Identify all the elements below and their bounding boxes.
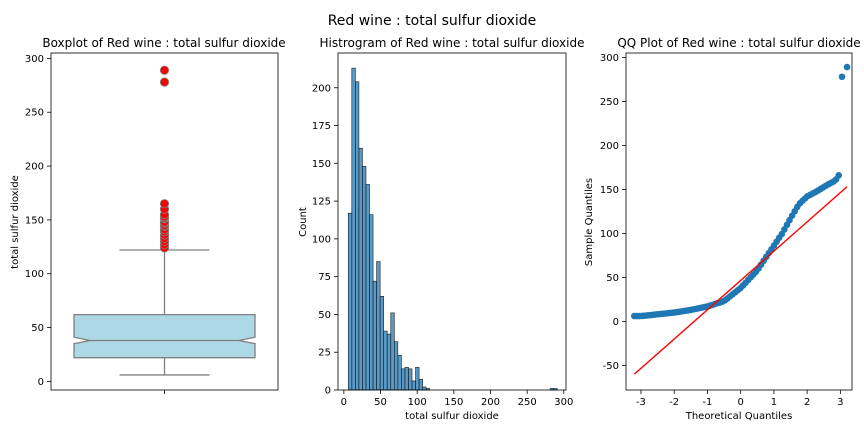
qq-xtick-label: -2 — [669, 397, 679, 408]
histogram-bar — [408, 368, 413, 391]
histogram-bar — [418, 379, 423, 391]
histogram-bar — [401, 368, 406, 391]
boxplot-ytick-label: 150 — [25, 215, 44, 226]
histogram-bar — [358, 147, 363, 391]
qq-xlabel: Theoretical Quantiles — [685, 411, 793, 422]
boxplot-ytick-label: 200 — [25, 162, 44, 173]
qq-ytick-label: 300 — [600, 53, 619, 64]
boxplot-ytick-label: 0 — [38, 377, 44, 388]
qq-panel: QQ Plot of Red wine : total sulfur dioxi… — [584, 36, 861, 422]
qq-ytick-label: 50 — [606, 273, 619, 284]
histogram-ytick-label: 75 — [318, 272, 331, 283]
histogram-bar — [411, 380, 416, 391]
qq-xtick-label: -3 — [636, 397, 646, 408]
histogram-bar — [404, 367, 409, 391]
boxplot-ytick-label: 250 — [25, 108, 44, 119]
histogram-ytick-label: 50 — [318, 310, 331, 321]
histogram-xtick-label: 50 — [374, 397, 387, 408]
qq-xtick-label: 2 — [804, 397, 810, 408]
qq-xtick-label: 3 — [837, 397, 843, 408]
histogram-bar — [362, 166, 367, 391]
qq-reference-line — [633, 186, 848, 375]
histogram-title: Histrogram of Red wine : total sulfur di… — [320, 36, 585, 50]
qq-point — [843, 63, 851, 71]
histogram-ytick-label: 125 — [312, 197, 331, 208]
histogram-bar — [372, 280, 377, 391]
qq-ytick-label: 150 — [600, 185, 619, 196]
histogram-xlabel: total sulfur dioxide — [405, 411, 499, 422]
histogram-bar — [369, 214, 374, 391]
histogram-bar — [415, 367, 420, 391]
histogram-bar — [383, 330, 388, 391]
qq-ytick-label: -50 — [603, 361, 619, 372]
qq-ytick-label: 250 — [600, 97, 619, 108]
boxplot-title: Boxplot of Red wine : total sulfur dioxi… — [42, 36, 285, 50]
histogram-ytick-label: 100 — [312, 234, 331, 245]
qq-point — [835, 172, 843, 179]
outlier-point — [159, 65, 170, 75]
qq-ytick-label: 0 — [613, 317, 619, 328]
histogram-bar — [397, 354, 402, 391]
histogram-panel: Histrogram of Red wine : total sulfur di… — [298, 36, 584, 422]
histogram-ytick-label: 200 — [312, 83, 331, 94]
histogram-xtick-label: 0 — [341, 397, 347, 408]
boxplot-ytick-label: 100 — [25, 269, 44, 280]
histogram-bar — [351, 67, 356, 391]
histogram-bar — [393, 341, 399, 391]
histogram-xtick-label: 300 — [554, 397, 573, 408]
boxplot-ytick-label: 50 — [31, 323, 44, 334]
histogram-bar — [390, 312, 395, 391]
histogram-bar — [355, 81, 360, 391]
qq-xtick-label: 0 — [737, 397, 743, 408]
figure-title: Red wine : total sulfur dioxide — [328, 13, 537, 29]
qq-ylabel: Sample Quantiles — [584, 178, 595, 266]
histogram-xtick-label: 150 — [444, 397, 463, 408]
histogram-bar — [347, 212, 353, 391]
histogram-frame — [337, 52, 567, 391]
histogram-ytick-label: 0 — [325, 386, 331, 397]
boxplot-panel: Boxplot of Red wine : total sulfur dioxi… — [10, 36, 286, 394]
histogram-ytick-label: 175 — [312, 121, 331, 132]
histogram-bar — [422, 386, 427, 391]
histogram-ytick-label: 25 — [318, 348, 331, 359]
boxplot-ytick-label: 300 — [25, 54, 44, 65]
histogram-bar — [365, 184, 370, 391]
iqr-box — [73, 313, 256, 359]
qq-title: QQ Plot of Red wine : total sulfur dioxi… — [617, 36, 860, 50]
boxplot-ylabel: total sulfur dioxide — [10, 175, 21, 269]
outlier-point — [159, 77, 170, 87]
histogram-xtick-label: 100 — [408, 397, 427, 408]
qq-point — [838, 73, 846, 81]
outlier-point — [159, 199, 170, 209]
histogram-bar — [376, 261, 381, 391]
histogram-xtick-label: 200 — [481, 397, 500, 408]
histogram-bar — [386, 333, 392, 391]
qq-xtick-label: 1 — [771, 397, 777, 408]
qq-ytick-label: 100 — [600, 229, 619, 240]
qq-frame — [625, 52, 853, 391]
histogram-bar — [379, 296, 384, 391]
qq-ytick-label: 200 — [600, 141, 619, 152]
histogram-xtick-label: 250 — [518, 397, 537, 408]
histogram-ytick-label: 150 — [312, 159, 331, 170]
qq-xtick-label: -1 — [702, 397, 712, 408]
histogram-ylabel: Count — [298, 207, 309, 237]
